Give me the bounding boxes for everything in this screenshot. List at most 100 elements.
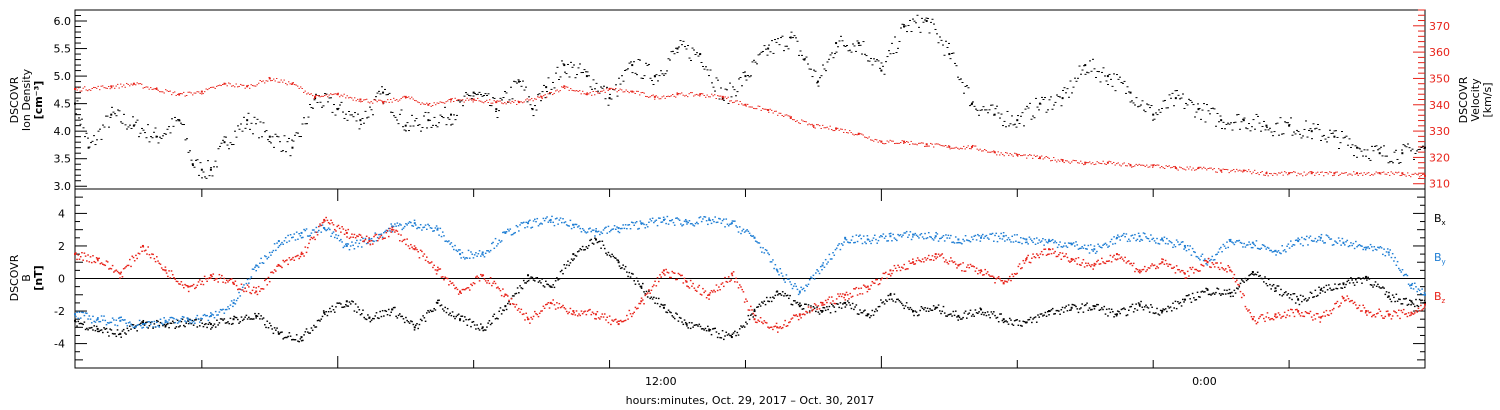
data-point — [360, 123, 362, 125]
data-point — [947, 234, 950, 237]
data-point — [319, 96, 321, 98]
data-point — [967, 313, 969, 315]
data-point — [225, 279, 228, 282]
data-point — [388, 92, 391, 94]
data-point — [87, 254, 89, 256]
data-point — [1044, 157, 1046, 159]
data-point — [665, 222, 667, 225]
data-point — [367, 241, 369, 244]
data-point — [306, 246, 309, 249]
data-point — [961, 243, 963, 245]
data-point — [831, 258, 833, 260]
data-point — [219, 145, 221, 147]
data-point — [156, 256, 158, 258]
data-point — [1340, 287, 1342, 289]
data-point — [904, 25, 907, 27]
data-point — [1319, 239, 1322, 241]
data-point — [1228, 238, 1231, 241]
data-point — [555, 72, 557, 74]
data-point — [1371, 145, 1373, 147]
data-point — [1329, 129, 1331, 131]
data-point — [1366, 149, 1369, 151]
data-point — [96, 318, 99, 321]
data-point — [492, 97, 494, 99]
data-point — [1272, 250, 1275, 253]
data-point — [340, 231, 342, 233]
data-point — [410, 243, 412, 246]
data-point — [954, 236, 957, 238]
data-point — [345, 229, 347, 232]
data-point — [341, 306, 343, 309]
data-point — [186, 285, 189, 287]
data-point — [1270, 249, 1272, 252]
data-point — [659, 217, 661, 219]
data-point — [934, 308, 936, 310]
data-point — [1355, 240, 1357, 243]
data-point — [256, 293, 259, 296]
data-point — [584, 248, 586, 251]
data-point — [684, 46, 686, 48]
data-point — [372, 243, 374, 245]
data-point — [760, 109, 762, 111]
data-point — [348, 97, 350, 99]
data-point — [1102, 244, 1104, 246]
data-point — [213, 279, 216, 282]
data-point — [1231, 129, 1234, 131]
data-point — [276, 327, 278, 329]
data-point — [719, 288, 721, 291]
data-point — [1032, 318, 1034, 320]
data-point — [237, 297, 239, 299]
data-point — [466, 257, 469, 259]
data-point — [1057, 159, 1059, 161]
data-point — [1129, 306, 1131, 308]
data-point — [267, 256, 270, 258]
data-point — [832, 305, 834, 307]
data-point — [763, 300, 766, 302]
data-point — [1195, 169, 1197, 171]
data-point — [1038, 109, 1040, 111]
data-point — [913, 143, 915, 145]
data-point — [1249, 130, 1252, 132]
data-point — [120, 121, 122, 123]
data-point — [114, 333, 116, 335]
data-point — [1080, 160, 1082, 162]
data-point — [1346, 280, 1349, 283]
top-panel-frame — [74, 9, 1426, 190]
data-point — [351, 241, 353, 243]
data-point — [964, 85, 967, 87]
data-point — [943, 312, 946, 314]
data-point — [330, 219, 332, 221]
data-point — [352, 236, 354, 238]
data-point — [102, 124, 104, 126]
data-point — [794, 283, 796, 285]
data-point — [153, 88, 155, 90]
data-point — [513, 80, 515, 82]
data-point — [340, 94, 342, 96]
data-point — [741, 230, 744, 232]
data-point — [1242, 171, 1244, 173]
data-point — [1345, 135, 1348, 137]
data-point — [1006, 239, 1009, 241]
data-point — [645, 293, 648, 295]
data-point — [117, 272, 120, 274]
data-point — [338, 302, 341, 304]
data-point — [213, 86, 215, 88]
data-point — [1250, 273, 1253, 275]
data-point — [739, 77, 742, 79]
data-point — [1039, 103, 1042, 105]
data-point — [1417, 288, 1420, 290]
data-point — [336, 302, 339, 304]
data-point — [606, 88, 608, 90]
data-point — [1417, 149, 1420, 151]
data-point — [1324, 138, 1327, 140]
data-point — [798, 290, 801, 293]
data-point — [384, 237, 386, 239]
data-point — [538, 96, 540, 98]
data-point — [1031, 321, 1033, 324]
data-point — [672, 50, 674, 52]
data-point — [493, 280, 496, 283]
data-point — [1410, 287, 1412, 289]
data-point — [318, 95, 320, 97]
data-point — [104, 328, 107, 330]
data-point — [1180, 241, 1183, 243]
